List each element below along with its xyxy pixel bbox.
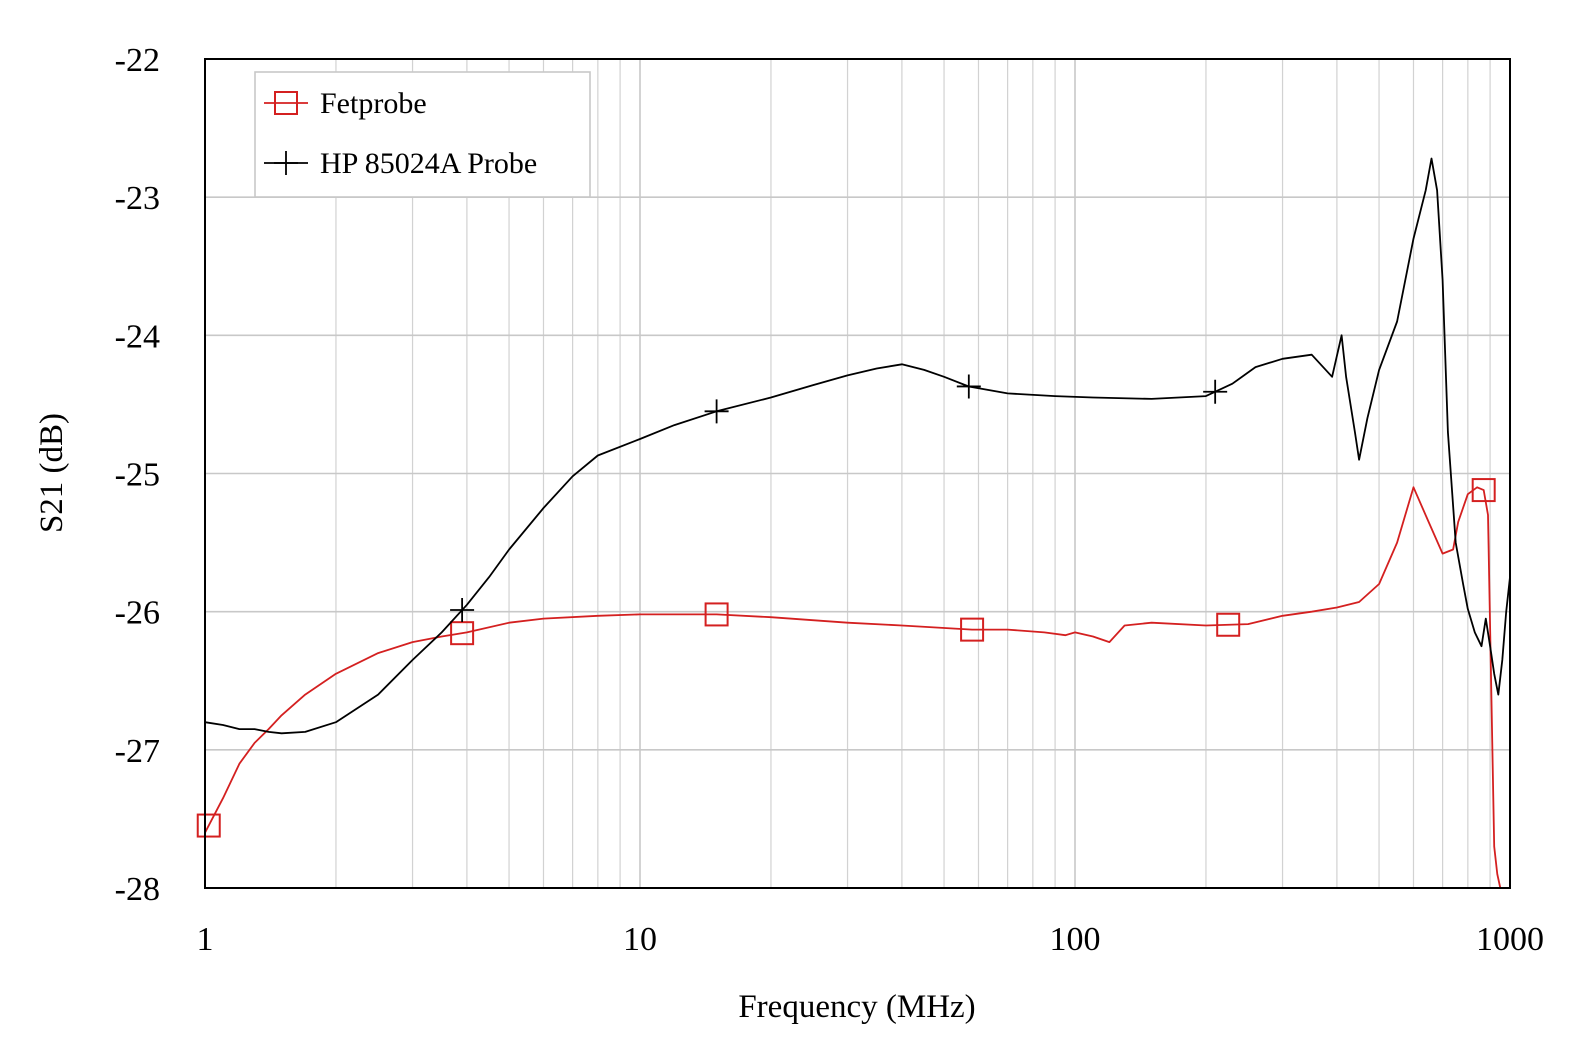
x-axis-title: Frequency (MHz) [738, 989, 975, 1025]
series-hp-85024a-probe [204, 157, 1511, 735]
y-tick-labels: -22 -23 -24 -25 -26 -27 -28 [115, 42, 160, 908]
series-marker-hp-85024a-probe [956, 374, 981, 399]
legend: Fetprobe HP 85024A Probe [254, 71, 591, 198]
y-tick-label: -25 [115, 457, 160, 494]
legend-marker [274, 91, 298, 115]
legend-box [254, 71, 591, 198]
legend-label: HP 85024A Probe [320, 147, 537, 180]
legend-label: Fetprobe [320, 87, 427, 120]
x-tick-label: 100 [1050, 921, 1101, 958]
series-marker-hp-85024a-probe [450, 597, 475, 622]
series-line-fetprobe [204, 486, 1502, 889]
series-marker-fetprobe [1471, 478, 1496, 503]
x-tick-label: 10 [623, 921, 657, 958]
series-layer [196, 157, 1511, 889]
series-line-hp-85024a-probe [204, 157, 1511, 735]
plot-frame [204, 58, 1511, 889]
series-marker-hp-85024a-probe [704, 399, 729, 424]
series-fetprobe [196, 478, 1502, 889]
series-marker-fetprobe [704, 602, 729, 627]
series-marker-fetprobe [960, 617, 985, 642]
y-axis-title: S21 (dB) [34, 413, 70, 533]
y-tick-label: -27 [115, 733, 160, 770]
legend-item-hp-85024a-probe: HP 85024A Probe [264, 147, 537, 180]
x-tick-labels: 1 10 100 1000 [197, 921, 1545, 958]
y-tick-label: -26 [115, 595, 160, 632]
x-tick-label: 1 [197, 921, 214, 958]
y-tick-label: -24 [115, 318, 160, 355]
series-marker-fetprobe [1216, 612, 1241, 637]
series-marker-fetprobe [450, 621, 475, 646]
legend-item-fetprobe: Fetprobe [264, 87, 427, 120]
y-tick-label: -22 [115, 42, 160, 79]
y-tick-label: -28 [115, 871, 160, 908]
series-marker-hp-85024a-probe [1203, 379, 1228, 404]
y-tick-label: -23 [115, 180, 160, 217]
series-marker-fetprobe [196, 813, 221, 838]
legend-marker [274, 151, 298, 175]
x-tick-label: 1000 [1476, 921, 1544, 958]
